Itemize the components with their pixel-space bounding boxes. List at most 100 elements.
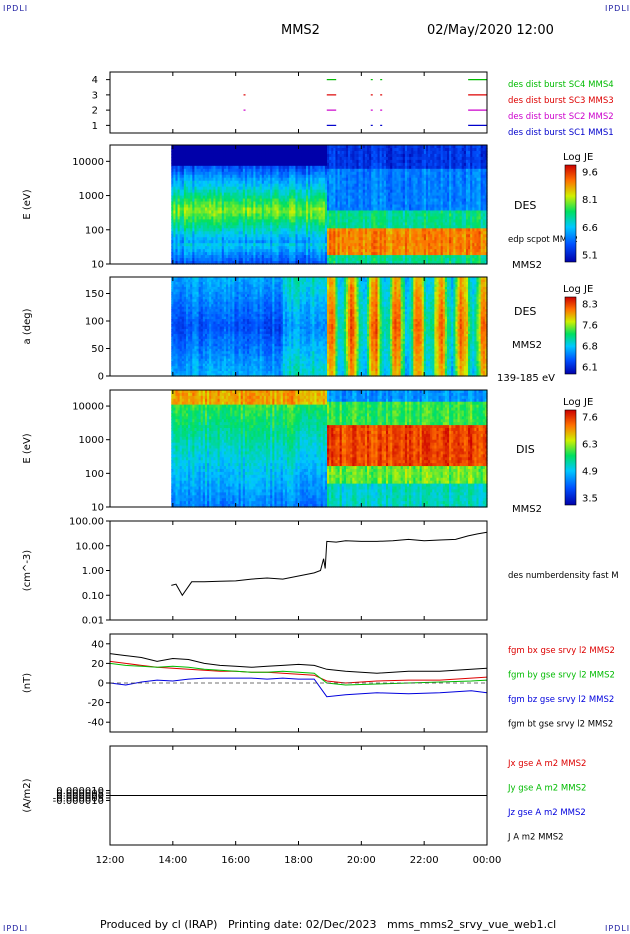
heat-cell [215, 231, 219, 235]
heat-cell [249, 150, 252, 155]
heat-cell [200, 258, 204, 262]
heat-cell [259, 225, 263, 229]
heat-cell [207, 237, 210, 241]
heat-cell [247, 171, 250, 176]
heat-cell [249, 222, 252, 226]
heat-cell [209, 145, 212, 149]
heat-cell [232, 186, 236, 191]
heat-cell [207, 207, 210, 212]
heat-cell [217, 195, 221, 200]
heat-cell [181, 165, 185, 170]
heat-cell [209, 252, 212, 256]
heat-cell [244, 183, 248, 188]
heat-cell [255, 234, 259, 238]
heat-cell [192, 147, 196, 152]
heat-cell [209, 183, 212, 188]
heat-cell [247, 222, 250, 226]
heat-cell [198, 145, 202, 149]
heat-cell [274, 180, 278, 185]
heat-cell [183, 240, 187, 244]
heat-cell [215, 219, 219, 223]
heat-cell [221, 255, 225, 259]
heat-cell [230, 165, 233, 170]
heat-cell [200, 234, 204, 238]
heat-cell [207, 261, 210, 265]
heat-cell [259, 219, 263, 223]
heat-cell [202, 234, 206, 238]
heat-cell [255, 222, 259, 226]
heat-cell [230, 180, 233, 185]
heat-cell [270, 150, 273, 155]
heat-cell [276, 174, 280, 179]
heat-cell [207, 180, 210, 185]
heat-cell [190, 231, 193, 235]
heat-cell [185, 219, 189, 223]
heat-cell [225, 210, 229, 215]
heat-cell [240, 210, 244, 215]
heat-cell [265, 249, 269, 253]
heat-cell [276, 261, 280, 265]
heat-cell [274, 168, 278, 173]
heat-cell [251, 252, 254, 256]
heat-cell [247, 195, 250, 200]
heat-cell [259, 171, 263, 176]
heat-cell [173, 216, 177, 220]
heat-cell [268, 156, 271, 161]
heat-cell [198, 189, 202, 194]
heat-cell [249, 234, 252, 238]
heat-cell [213, 150, 217, 155]
heat-cell [270, 189, 273, 194]
heat-cell [179, 145, 183, 149]
heat-cell [188, 180, 191, 185]
heat-cell [228, 180, 231, 185]
heat-cell [244, 171, 248, 176]
heat-cell [181, 171, 185, 176]
heat-cell [263, 255, 267, 259]
heat-cell [202, 147, 206, 152]
heat-cell [255, 174, 259, 179]
heat-cell [211, 180, 214, 185]
heat-cell [219, 246, 223, 250]
heat-cell [253, 165, 257, 170]
heat-cell [188, 240, 191, 244]
heat-cell [185, 240, 189, 244]
heat-cell [230, 189, 233, 194]
heat-cell [219, 145, 223, 149]
heat-cell [234, 186, 238, 191]
heat-cell [194, 156, 198, 161]
heat-cell [236, 222, 240, 226]
heat-cell [234, 147, 238, 152]
heat-cell [177, 171, 181, 176]
heat-cell [204, 153, 208, 158]
heat-cell [221, 195, 225, 200]
heat-cell [217, 258, 221, 262]
heat-cell [188, 213, 191, 217]
heat-cell [240, 153, 244, 158]
heat-cell [185, 210, 189, 215]
heat-cell [265, 201, 269, 206]
heat-cell [240, 261, 244, 265]
heat-cell [255, 177, 259, 182]
heat-cell [219, 165, 223, 170]
heat-cell [183, 150, 187, 155]
heat-cell [209, 231, 212, 235]
heat-cell [198, 243, 202, 247]
heat-cell [238, 195, 242, 200]
heat-cell [194, 225, 198, 229]
heat-cell [272, 183, 276, 188]
heat-cell [232, 237, 236, 241]
heat-cell [234, 228, 238, 232]
heat-cell [196, 180, 200, 185]
heat-cell [194, 249, 198, 253]
heat-cell [202, 153, 206, 158]
heat-cell [183, 156, 187, 161]
heat-cell [196, 165, 200, 170]
heat-cell [196, 195, 200, 200]
heat-cell [181, 252, 185, 256]
heat-cell [238, 246, 242, 250]
heat-cell [190, 252, 193, 256]
heat-cell [215, 183, 219, 188]
heat-cell [221, 258, 225, 262]
heat-cell [276, 145, 280, 149]
heat-cell [192, 180, 196, 185]
